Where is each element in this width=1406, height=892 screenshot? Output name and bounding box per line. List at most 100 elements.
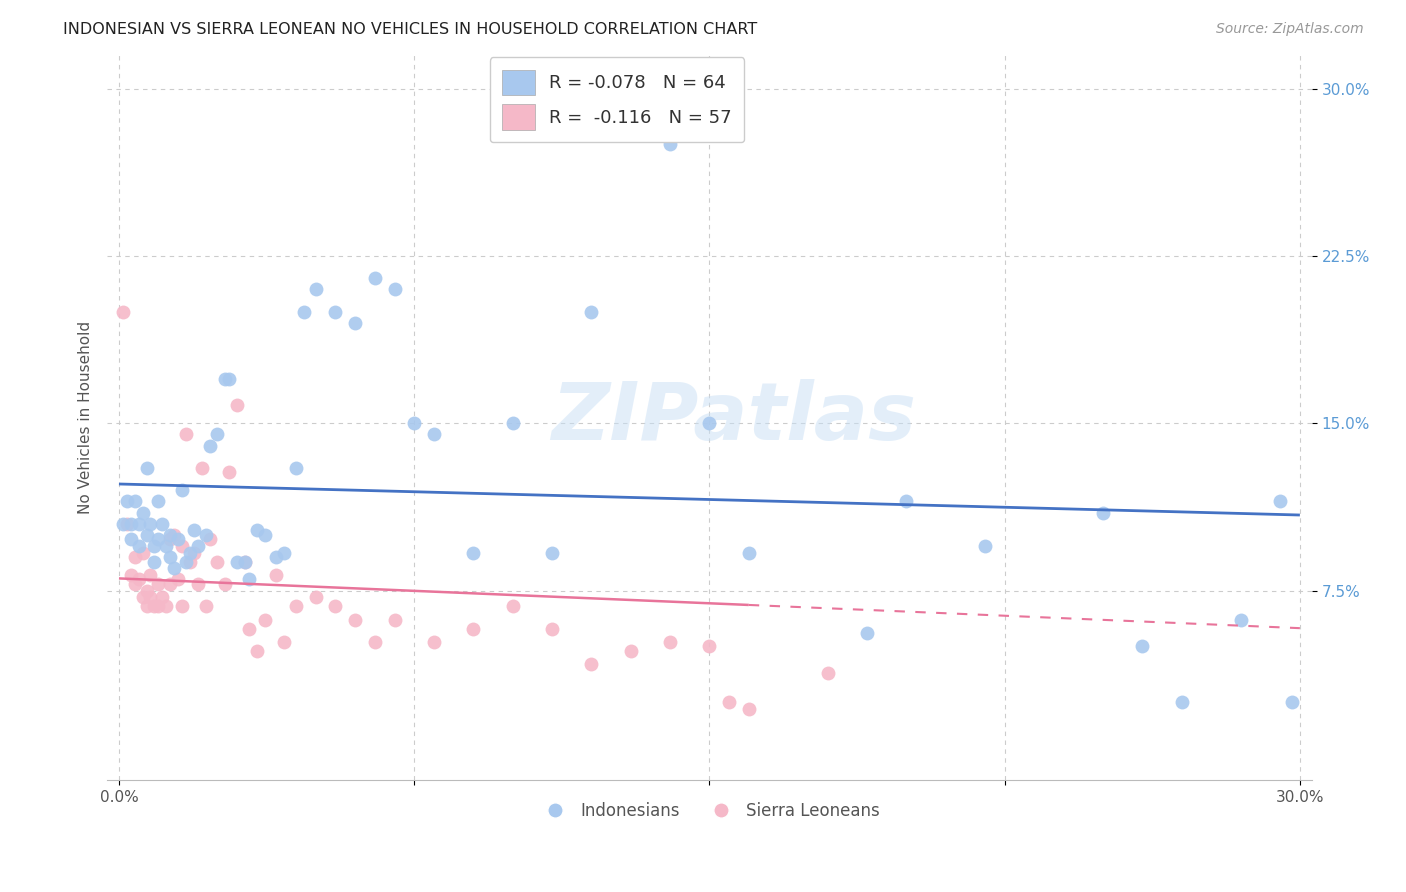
Point bbox=[131, 546, 153, 560]
Point bbox=[170, 599, 193, 614]
Point bbox=[659, 137, 682, 152]
Point bbox=[581, 304, 603, 318]
Point bbox=[150, 516, 173, 531]
Point bbox=[659, 635, 682, 649]
Point bbox=[183, 524, 205, 538]
Point bbox=[856, 626, 879, 640]
Point bbox=[423, 427, 446, 442]
Point bbox=[148, 533, 170, 547]
Point bbox=[273, 635, 295, 649]
Point bbox=[124, 550, 146, 565]
Point bbox=[896, 494, 918, 508]
Point bbox=[115, 516, 138, 531]
Point bbox=[115, 494, 138, 508]
Point bbox=[170, 483, 193, 498]
Point bbox=[364, 271, 387, 285]
Point bbox=[325, 599, 347, 614]
Point bbox=[285, 599, 308, 614]
Point bbox=[135, 528, 157, 542]
Point bbox=[273, 546, 295, 560]
Point bbox=[541, 546, 564, 560]
Point bbox=[155, 539, 177, 553]
Point bbox=[463, 622, 485, 636]
Point bbox=[253, 528, 276, 542]
Point bbox=[120, 533, 142, 547]
Point bbox=[111, 516, 134, 531]
Point bbox=[179, 546, 201, 560]
Point bbox=[198, 439, 221, 453]
Point bbox=[285, 461, 308, 475]
Point bbox=[738, 702, 761, 716]
Point bbox=[620, 126, 643, 140]
Point bbox=[174, 427, 197, 442]
Point bbox=[179, 555, 201, 569]
Point bbox=[207, 555, 229, 569]
Point bbox=[233, 555, 256, 569]
Point bbox=[167, 573, 190, 587]
Point bbox=[143, 539, 166, 553]
Point bbox=[463, 546, 485, 560]
Point bbox=[128, 516, 150, 531]
Point bbox=[159, 577, 181, 591]
Point bbox=[218, 372, 240, 386]
Point bbox=[718, 695, 741, 709]
Point bbox=[233, 555, 256, 569]
Point bbox=[187, 539, 209, 553]
Point bbox=[194, 599, 217, 614]
Point bbox=[139, 516, 162, 531]
Point bbox=[305, 591, 328, 605]
Point bbox=[163, 561, 186, 575]
Point bbox=[120, 516, 142, 531]
Point bbox=[124, 577, 146, 591]
Point bbox=[1230, 613, 1253, 627]
Point bbox=[159, 528, 181, 542]
Point bbox=[128, 539, 150, 553]
Point bbox=[292, 304, 315, 318]
Point bbox=[167, 533, 190, 547]
Point bbox=[423, 635, 446, 649]
Point bbox=[163, 528, 186, 542]
Legend: Indonesians, Sierra Leoneans: Indonesians, Sierra Leoneans bbox=[531, 795, 887, 826]
Point bbox=[150, 591, 173, 605]
Point bbox=[139, 591, 162, 605]
Point bbox=[384, 613, 406, 627]
Point bbox=[404, 417, 426, 431]
Point bbox=[238, 622, 260, 636]
Point bbox=[170, 539, 193, 553]
Point bbox=[120, 568, 142, 582]
Point bbox=[699, 417, 721, 431]
Point bbox=[187, 577, 209, 591]
Point bbox=[364, 635, 387, 649]
Point bbox=[143, 599, 166, 614]
Point bbox=[817, 666, 839, 681]
Point bbox=[155, 599, 177, 614]
Point bbox=[581, 657, 603, 672]
Point bbox=[214, 372, 236, 386]
Point bbox=[135, 599, 157, 614]
Point bbox=[238, 573, 260, 587]
Point bbox=[148, 577, 170, 591]
Point bbox=[699, 640, 721, 654]
Point bbox=[159, 550, 181, 565]
Y-axis label: No Vehicles in Household: No Vehicles in Household bbox=[79, 321, 93, 515]
Point bbox=[305, 282, 328, 296]
Text: Source: ZipAtlas.com: Source: ZipAtlas.com bbox=[1216, 22, 1364, 37]
Point bbox=[124, 494, 146, 508]
Point bbox=[384, 282, 406, 296]
Point bbox=[111, 304, 134, 318]
Point bbox=[266, 550, 288, 565]
Point bbox=[1171, 695, 1194, 709]
Point bbox=[218, 466, 240, 480]
Point bbox=[246, 644, 269, 658]
Point bbox=[148, 599, 170, 614]
Point bbox=[135, 461, 157, 475]
Point bbox=[128, 573, 150, 587]
Point bbox=[1132, 640, 1154, 654]
Point bbox=[344, 613, 367, 627]
Point bbox=[190, 461, 212, 475]
Point bbox=[266, 568, 288, 582]
Point bbox=[214, 577, 236, 591]
Point bbox=[226, 399, 249, 413]
Point bbox=[620, 644, 643, 658]
Point bbox=[253, 613, 276, 627]
